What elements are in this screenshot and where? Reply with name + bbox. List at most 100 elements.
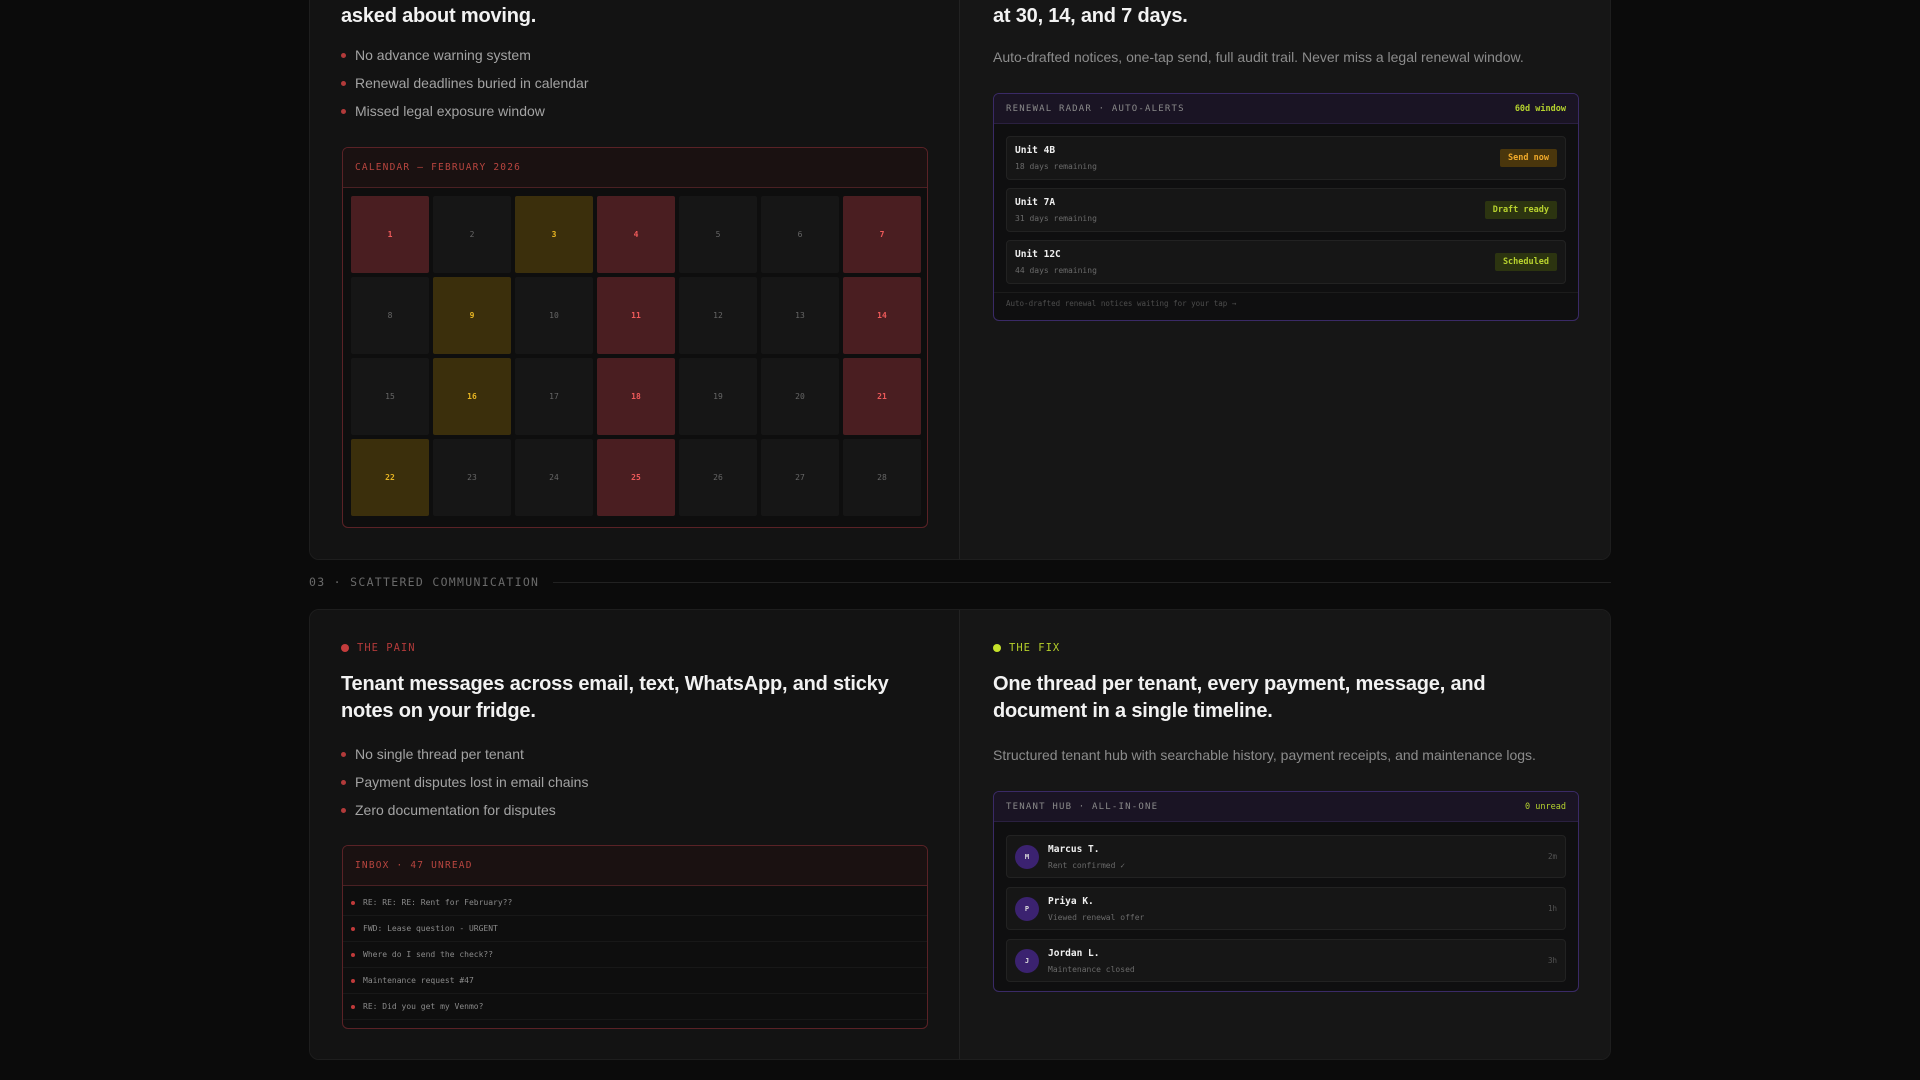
hub-title: TENANT HUB · ALL-IN-ONE [1006,801,1159,812]
unread-dot-icon [351,900,355,905]
tenant-status: Rent confirmed ✓ [1048,860,1126,870]
unread-dot-icon [351,952,355,957]
calendar-day: 11 [597,277,675,354]
calendar-day: 27 [761,439,839,516]
calendar-day: 6 [761,196,839,273]
unread-dot-icon [351,1004,355,1009]
calendar-day: 20 [761,358,839,435]
fix-tag: THE FIX [993,642,1060,654]
message-subject: RE: Did you get my Venmo? [363,1002,484,1011]
bullet-dot-icon [341,807,346,813]
calendar-day: 28 [843,439,921,516]
hub-unread: 0 unread [1525,801,1566,812]
calendar-day: 4 [597,196,675,273]
calendar-day: 1 [351,196,429,273]
calendar-day: 3 [515,196,593,273]
renewal-unit-row: Unit 4B 18 days remaining Send now [1006,136,1566,180]
inbox-message[interactable]: RE: Did you get my Venmo? [343,994,927,1020]
calendar-day: 22 [351,439,429,516]
pain-headline: asked about moving. [341,5,537,27]
unit-remaining: 44 days remaining [1015,266,1097,275]
renewal-unit-row: Unit 7A 31 days remaining Draft ready [1006,188,1566,232]
tenant-name: Marcus T. [1048,843,1100,855]
inbox-panel: INBOX · 47 UNREAD RE: RE: RE: Rent for F… [342,845,928,1029]
unit-remaining: 18 days remaining [1015,162,1097,171]
section-divider [553,581,1611,583]
section-label: 03 · SCATTERED COMMUNICATION [309,575,1611,589]
unit-name: Unit 7A [1015,197,1056,208]
pain-tag: THE PAIN [341,642,416,654]
avatar: P [1015,896,1039,921]
calendar-day: 8 [351,277,429,354]
bullet-text: Missed legal exposure window [355,103,545,119]
inbox-message[interactable]: Maintenance request #47 [343,968,927,994]
calendar-day: 15 [351,358,429,435]
calendar-day: 16 [433,358,511,435]
pain-headline: Tenant messages across email, text, What… [341,673,889,722]
calendar-grid: 1 2 3 4 5 6 7 8 9 10 11 12 13 14 15 16 17 18 19 20 21 22 23 24 2… [343,188,927,524]
pain-bullet: Zero documentation for disputes [341,802,556,818]
tenant-row[interactable]: M Marcus T. Rent confirmed ✓ 2m [1006,835,1566,878]
unread-dot-icon [351,978,355,983]
calendar-day: 14 [843,277,921,354]
bullet-dot-icon [341,52,346,58]
message-subject: FWD: Lease question - URGENT [363,924,498,933]
unit-name: Unit 12C [1015,249,1061,260]
section-renewals-card: asked about moving. No advance warning s… [309,0,1611,560]
radar-title: RENEWAL RADAR · AUTO-ALERTS [1006,103,1185,114]
calendar-day: 9 [433,277,511,354]
fix-subtitle: Structured tenant hub with searchable hi… [993,747,1536,763]
pain-column: THE PAIN Tenant messages across email, t… [310,610,960,1059]
tenant-time: 1h [1547,904,1557,913]
bullet-text: Zero documentation for disputes [355,802,556,818]
pain-dot-icon [341,644,349,652]
calendar-day: 17 [515,358,593,435]
inbox-message[interactable]: Where do I send the check?? [343,942,927,968]
bullet-dot-icon [341,751,346,757]
bullet-dot-icon [341,108,346,114]
unit-action-button[interactable]: Scheduled [1494,253,1557,271]
message-subject: Where do I send the check?? [363,950,494,959]
calendar-day: 25 [597,439,675,516]
fix-tag-text: THE FIX [1009,642,1061,654]
calendar-day: 12 [679,277,757,354]
unit-name: Unit 4B [1015,145,1056,156]
unit-remaining: 31 days remaining [1015,214,1097,223]
tenant-time: 2m [1547,852,1557,861]
calendar-day: 7 [843,196,921,273]
fix-dot-icon [993,644,1001,652]
calendar-day: 2 [433,196,511,273]
calendar-day: 21 [843,358,921,435]
unit-action-button[interactable]: Draft ready [1484,201,1557,219]
calendar-day: 10 [515,277,593,354]
radar-footer: Auto-drafted renewal notices waiting for… [994,292,1578,314]
tenant-status: Viewed renewal offer [1048,912,1145,922]
calendar-day: 26 [679,439,757,516]
message-subject: RE: RE: RE: Rent for February?? [363,898,513,907]
tenant-row[interactable]: J Jordan L. Maintenance closed 3h [1006,939,1566,982]
pain-bullet: No advance warning system [341,47,531,63]
tenant-row[interactable]: P Priya K. Viewed renewal offer 1h [1006,887,1566,930]
calendar-title: CALENDAR — FEBRUARY 2026 [343,148,927,188]
pain-tag-text: THE PAIN [357,642,416,654]
calendar-day: 23 [433,439,511,516]
pain-bullet: Missed legal exposure window [341,103,545,119]
bullet-text: No single thread per tenant [355,746,524,762]
tenant-hub-panel: TENANT HUB · ALL-IN-ONE 0 unread M Marcus … [993,791,1579,992]
avatar: M [1015,844,1039,869]
inbox-message[interactable]: FWD: Lease question - URGENT [343,916,927,942]
tenant-time: 3h [1547,956,1557,965]
bullet-text: Renewal deadlines buried in calendar [355,75,589,91]
calendar-day: 5 [679,196,757,273]
tenant-status: Maintenance closed [1048,964,1135,974]
fix-headline: at 30, 14, and 7 days. [993,5,1188,27]
pain-column: asked about moving. No advance warning s… [310,0,960,559]
inbox-message[interactable]: RE: RE: RE: Rent for February?? [343,890,927,916]
calendar-day: 24 [515,439,593,516]
bullet-dot-icon [341,80,346,86]
renewal-unit-row: Unit 12C 44 days remaining Scheduled [1006,240,1566,284]
unit-action-button[interactable]: Send now [1500,149,1557,167]
unread-dot-icon [351,926,355,931]
fix-headline: One thread per tenant, every payment, me… [993,673,1486,722]
calendar-panel: CALENDAR — FEBRUARY 2026 1 2 3 4 5 6 7 8 9 10 11 12… [342,147,928,528]
